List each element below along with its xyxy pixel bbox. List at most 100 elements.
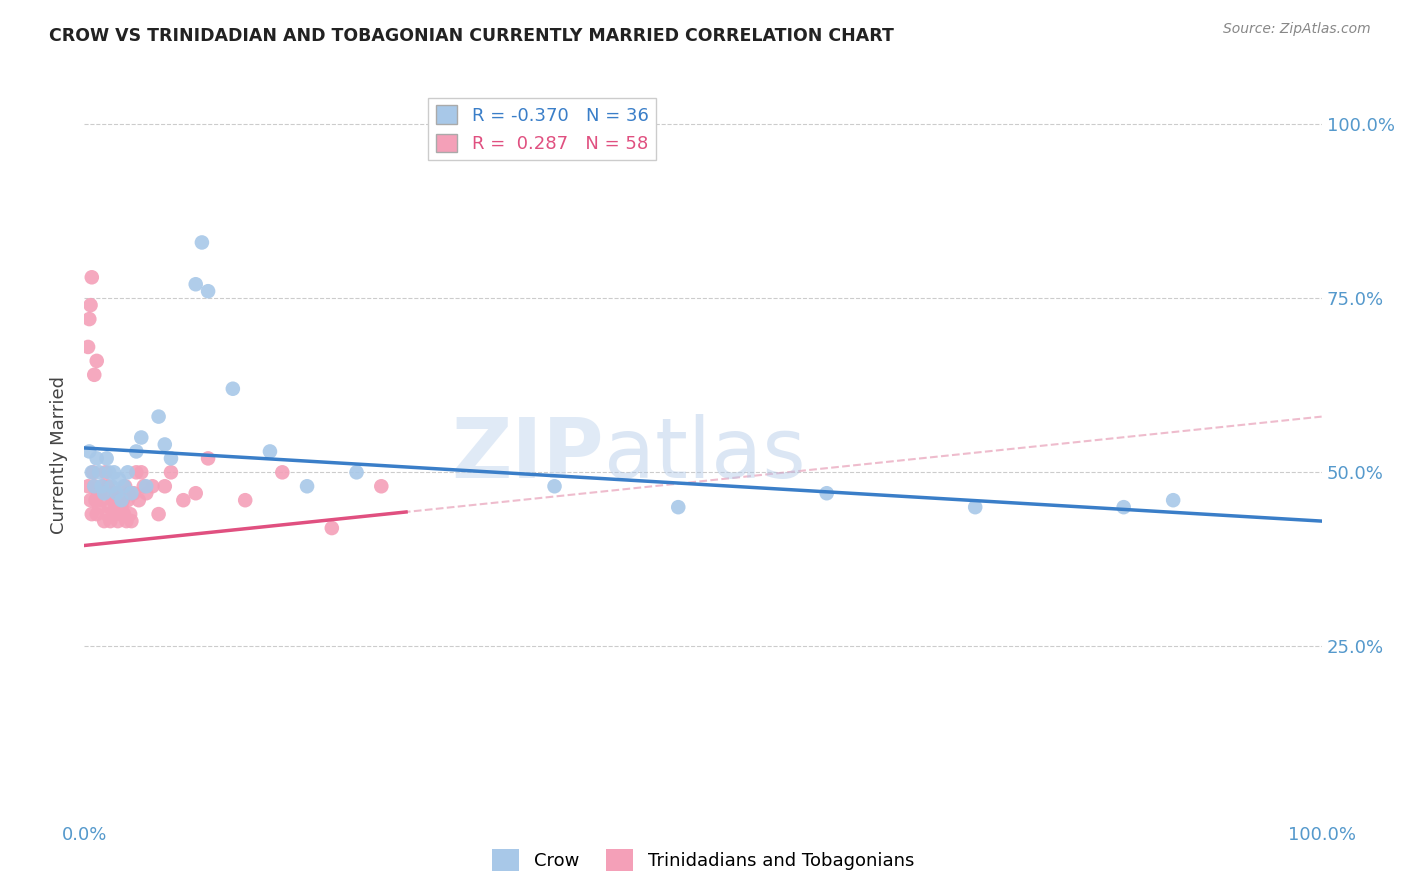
Point	[98, 500, 121, 515]
Point	[148, 409, 170, 424]
Point	[117, 493, 139, 508]
Point	[86, 507, 108, 521]
Legend: Crow, Trinidadians and Tobagonians: Crow, Trinidadians and Tobagonians	[485, 842, 921, 879]
Text: Source: ZipAtlas.com: Source: ZipAtlas.com	[1223, 22, 1371, 37]
Point	[89, 486, 111, 500]
Point	[80, 507, 103, 521]
Point	[100, 479, 122, 493]
Point	[197, 451, 219, 466]
Point	[79, 298, 101, 312]
Point	[107, 514, 129, 528]
Point	[103, 507, 125, 521]
Text: ZIP: ZIP	[451, 415, 605, 495]
Point	[83, 479, 105, 493]
Point	[108, 472, 131, 486]
Text: atlas: atlas	[605, 415, 806, 495]
Point	[112, 507, 135, 521]
Text: CROW VS TRINIDADIAN AND TOBAGONIAN CURRENTLY MARRIED CORRELATION CHART: CROW VS TRINIDADIAN AND TOBAGONIAN CURRE…	[49, 27, 894, 45]
Point	[79, 493, 101, 508]
Point	[132, 479, 155, 493]
Point	[77, 340, 100, 354]
Point	[110, 500, 132, 515]
Point	[86, 451, 108, 466]
Point	[148, 507, 170, 521]
Point	[111, 493, 134, 508]
Y-axis label: Currently Married: Currently Married	[51, 376, 69, 534]
Point	[105, 486, 128, 500]
Point	[222, 382, 245, 396]
Point	[184, 277, 207, 292]
Point	[543, 479, 565, 493]
Point	[122, 486, 145, 500]
Point	[77, 479, 100, 493]
Point	[128, 493, 150, 508]
Point	[89, 500, 111, 515]
Point	[295, 479, 318, 493]
Legend: R = -0.370   N = 36, R =  0.287   N = 58: R = -0.370 N = 36, R = 0.287 N = 58	[429, 98, 655, 161]
Point	[153, 437, 176, 451]
Point	[93, 514, 115, 528]
Point	[94, 466, 117, 480]
Point	[114, 479, 136, 493]
Point	[82, 466, 104, 480]
Point	[129, 430, 152, 444]
Point	[346, 466, 368, 480]
Point	[112, 479, 135, 493]
Point	[110, 493, 132, 508]
Point	[172, 493, 194, 508]
Point	[141, 479, 163, 493]
Point	[666, 500, 689, 515]
Point	[79, 444, 101, 458]
Point	[259, 444, 281, 458]
Point	[96, 507, 118, 521]
Point	[96, 451, 118, 466]
Point	[83, 368, 105, 382]
Point	[191, 235, 214, 250]
Point	[104, 500, 127, 515]
Point	[120, 514, 142, 528]
Point	[79, 312, 101, 326]
Point	[184, 486, 207, 500]
Point	[118, 486, 141, 500]
Point	[197, 284, 219, 298]
Point	[91, 479, 114, 493]
Point	[125, 444, 148, 458]
Point	[98, 514, 121, 528]
Point	[80, 270, 103, 285]
Point	[815, 486, 838, 500]
Point	[93, 486, 115, 500]
Point	[129, 466, 152, 480]
Point	[115, 514, 138, 528]
Point	[86, 354, 108, 368]
Point	[83, 479, 105, 493]
Point	[160, 451, 183, 466]
Point	[97, 479, 120, 493]
Point	[87, 486, 110, 500]
Point	[321, 521, 343, 535]
Point	[153, 479, 176, 493]
Point	[84, 493, 107, 508]
Point	[1161, 493, 1184, 508]
Point	[90, 479, 112, 493]
Point	[965, 500, 987, 515]
Point	[125, 466, 148, 480]
Point	[233, 493, 256, 508]
Point	[110, 507, 132, 521]
Point	[100, 486, 122, 500]
Point	[98, 466, 121, 480]
Point	[1112, 500, 1135, 515]
Point	[135, 479, 157, 493]
Point	[120, 507, 142, 521]
Point	[160, 466, 183, 480]
Point	[90, 493, 112, 508]
Point	[370, 479, 392, 493]
Point	[89, 466, 111, 480]
Point	[101, 493, 124, 508]
Point	[103, 466, 125, 480]
Point	[271, 466, 294, 480]
Point	[117, 466, 139, 480]
Point	[80, 466, 103, 480]
Point	[105, 486, 128, 500]
Point	[108, 493, 131, 508]
Point	[120, 486, 142, 500]
